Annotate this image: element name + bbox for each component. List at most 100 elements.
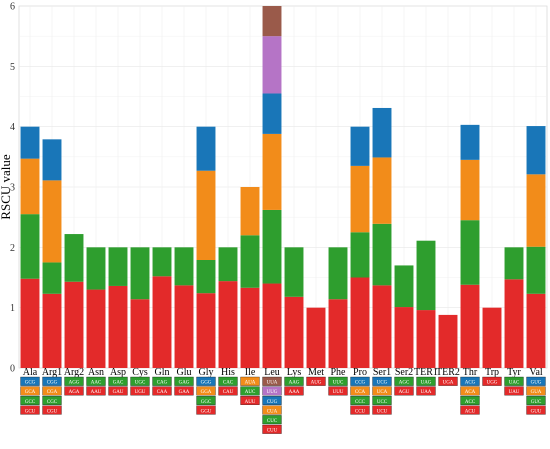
bar-segment-ccg [350, 126, 370, 166]
codon-table: GCG GCA GCC GCU CGG CGA CGC CGU AGG AGA AAC AAU GAC G… [20, 376, 546, 434]
bar-segment-uac [504, 247, 524, 280]
codon-cell [526, 405, 546, 415]
codon-label: GGU [201, 409, 212, 414]
bar-segment-acc [460, 220, 480, 285]
bar-segment-ugg [482, 307, 502, 368]
codon-label: AUA [245, 381, 256, 386]
codon-cell [20, 396, 40, 405]
codon-cell [108, 386, 128, 396]
codon-cell [42, 386, 62, 396]
codon-cell [460, 386, 480, 396]
codon-label: GGA [201, 390, 212, 395]
bar-segment-gug [526, 126, 546, 175]
bar-segment-ucc [372, 223, 392, 286]
codon-cell [328, 376, 348, 386]
codon-label: GUU [531, 409, 542, 414]
bar-segment-auc [240, 235, 260, 288]
x-tick-label: Ser2 [395, 367, 413, 378]
codon-label: GUC [531, 400, 542, 405]
codon-label: AAU [91, 390, 102, 395]
y-axis-title: RSCU value [0, 154, 13, 220]
codon-label: CCA [355, 390, 366, 395]
y-tick-label: 4 [10, 122, 15, 133]
bar-segment-cug [262, 93, 282, 134]
codon-label: CAU [223, 390, 234, 395]
bar-segment-ucu [372, 285, 392, 368]
bar-stack-met [306, 307, 326, 368]
bar-segment-uaa [416, 310, 436, 368]
codon-label: CGU [47, 409, 58, 414]
x-tick-label: Phe [331, 367, 347, 378]
codon-label: ACG [465, 381, 476, 386]
codon-cell [130, 386, 150, 396]
codon-label: AAC [91, 381, 102, 386]
x-tick-label: TER2 [436, 367, 460, 378]
x-tick-label: TER1 [414, 367, 438, 378]
x-tick-label: Arg1 [42, 367, 62, 378]
codon-label: UGU [135, 390, 146, 395]
x-tick-label: Tyr [507, 367, 521, 378]
bar-stack-asp [108, 247, 128, 368]
codon-cell [240, 386, 260, 396]
bar-stack-arg2 [64, 234, 84, 368]
codon-label: CUA [267, 409, 278, 414]
bar-stack-pro [350, 126, 370, 368]
codon-cell [372, 386, 392, 396]
x-tick-label: Lys [287, 367, 302, 378]
bar-stack-ser1 [372, 107, 392, 368]
bar-segment-ggu [196, 293, 216, 368]
codon-label: UGA [443, 381, 454, 386]
codon-label: UUG [267, 390, 278, 395]
codon-label: CGA [47, 390, 58, 395]
bar-stack-lys [284, 247, 304, 368]
bar-stack-ter1 [416, 240, 436, 368]
x-tick-label: Trp [485, 367, 499, 378]
codon-label: CUU [267, 429, 278, 434]
codon-label: UAU [509, 390, 520, 395]
bars [20, 6, 546, 368]
bar-segment-uuc [328, 247, 348, 300]
x-tick-label: Asn [88, 367, 104, 378]
codon-label: UCA [377, 390, 388, 395]
codon-cell [262, 415, 282, 425]
bar-segment-aua [240, 187, 260, 236]
bar-segment-gcc [20, 214, 40, 279]
bar-segment-gua [526, 174, 546, 247]
codon-cell [350, 386, 370, 396]
x-tick-label: Cys [132, 367, 148, 378]
bar-stack-gln [152, 247, 172, 368]
codon-label: AUG [311, 381, 322, 386]
codon-cell [526, 376, 546, 386]
codon-label: AUU [245, 400, 256, 405]
codon-cell [460, 396, 480, 405]
y-tick-label: 3 [10, 183, 15, 194]
bar-stack-glu [174, 247, 194, 368]
codon-label: GUG [531, 381, 542, 386]
bar-stack-thr [460, 124, 480, 368]
codon-label: UGG [487, 381, 498, 386]
bar-segment-gau [108, 285, 128, 368]
bar-segment-cga [42, 180, 62, 263]
codon-label: CUC [267, 419, 278, 424]
codon-cell [262, 386, 282, 396]
bar-stack-trp [482, 307, 502, 368]
codon-cell [284, 386, 304, 396]
x-tick-label: Thr [463, 367, 478, 378]
bar-segment-aaa [284, 296, 304, 368]
codon-cell [64, 386, 84, 396]
codon-label: UCC [377, 400, 388, 405]
bar-segment-auu [240, 287, 260, 368]
x-tick-label: Gln [155, 367, 170, 378]
bar-segment-guu [526, 293, 546, 368]
codon-cell [526, 396, 546, 405]
codon-label: ACU [465, 409, 476, 414]
codon-cell [482, 376, 502, 386]
bar-segment-uga [438, 314, 458, 368]
bar-stack-tyr [504, 247, 524, 368]
bar-segment-uca [372, 157, 392, 224]
codon-label: UUC [333, 381, 344, 386]
codon-label: GCC [25, 400, 36, 405]
bar-segment-aug [306, 307, 326, 368]
x-tick-label: Ser1 [373, 367, 391, 378]
x-tick-label: Val [529, 367, 543, 378]
